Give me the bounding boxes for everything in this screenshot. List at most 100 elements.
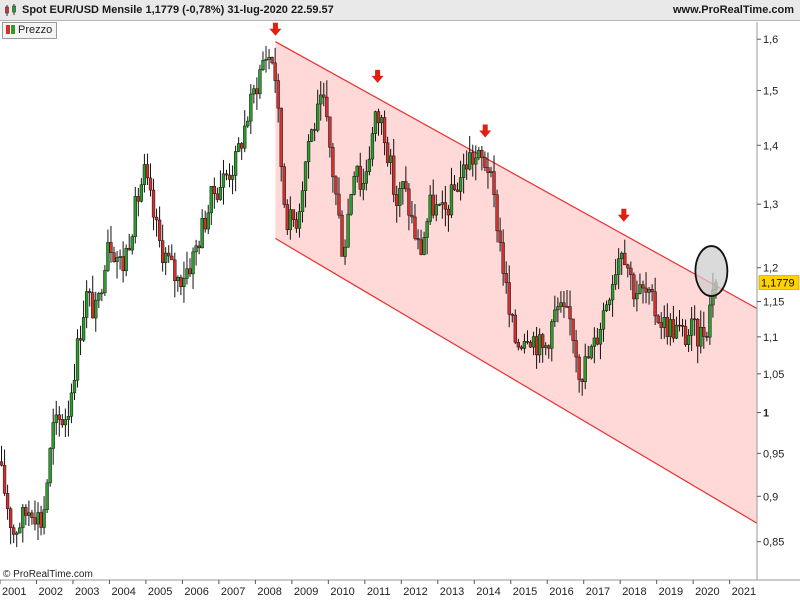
candle-body — [461, 164, 466, 178]
candle-body — [522, 341, 527, 349]
candle-body — [367, 158, 372, 172]
candle-body — [623, 252, 627, 266]
candle-body — [154, 216, 159, 221]
series-legend[interactable]: Prezzo — [2, 22, 58, 39]
candle-body — [127, 247, 131, 251]
candle-body — [148, 177, 153, 191]
candle-body — [276, 80, 280, 109]
candle-body — [440, 202, 444, 205]
legend-label: Prezzo — [18, 24, 53, 36]
candle-body — [54, 414, 58, 423]
candle-body — [589, 346, 593, 359]
candle-body — [346, 213, 350, 248]
candle-body — [109, 242, 113, 254]
x-tick-label: 2003 — [75, 586, 99, 598]
candle-body — [334, 176, 338, 195]
candle-body — [340, 214, 344, 257]
candle-body — [677, 324, 682, 327]
x-tick-label: 2002 — [38, 586, 62, 598]
candle-body — [209, 185, 213, 214]
candle-body — [471, 152, 475, 165]
x-tick-label: 2009 — [294, 586, 318, 598]
candle-body — [191, 251, 195, 275]
candle-body — [24, 507, 28, 516]
candle-body — [449, 184, 454, 216]
candle-body — [431, 194, 435, 216]
candle-body — [617, 258, 621, 275]
candle-body — [501, 242, 505, 274]
candle-body — [18, 527, 22, 534]
x-tick-label: 2001 — [2, 586, 26, 598]
candle-body — [662, 317, 666, 328]
x-tick-label: 2006 — [184, 586, 208, 598]
candle-body — [270, 56, 274, 64]
candle-body — [103, 270, 107, 294]
candle-body — [57, 414, 61, 420]
y-tick-label: 1,3 — [763, 199, 778, 211]
candle-body — [705, 336, 709, 338]
candle-body — [0, 461, 4, 466]
candle-body — [650, 289, 654, 293]
candle-body — [702, 327, 706, 337]
candle-body — [492, 171, 496, 195]
candle-body — [69, 392, 74, 417]
x-tick-label: 2020 — [695, 586, 719, 598]
candle-body — [610, 284, 615, 301]
candle-body — [358, 165, 362, 190]
candle-body — [559, 302, 563, 307]
candle-body — [498, 230, 502, 243]
candle-body — [443, 202, 448, 210]
y-tick-label: 0,85 — [763, 537, 784, 549]
candle-body — [72, 379, 77, 394]
candle-body — [556, 306, 560, 311]
x-tick-label: 2011 — [367, 586, 391, 598]
candle-body — [547, 345, 551, 349]
candle-body — [422, 237, 426, 255]
candle-body — [63, 419, 68, 426]
candle-body — [8, 508, 13, 528]
y-tick-label: 0,9 — [763, 491, 778, 503]
x-tick-label: 2004 — [111, 586, 135, 598]
candle-body — [699, 327, 703, 347]
candle-body — [36, 512, 40, 525]
candle-body — [668, 319, 673, 337]
candle-body — [212, 185, 216, 195]
candle-body — [434, 204, 438, 216]
candle-body — [389, 155, 393, 163]
copyright: © ProRealTime.com — [3, 569, 93, 580]
candle-body — [696, 319, 700, 347]
candle-body — [328, 116, 332, 148]
candle-body — [294, 219, 299, 229]
candle-body — [370, 133, 375, 160]
candle-body — [215, 193, 220, 200]
candle-body — [112, 252, 116, 262]
candle-body — [185, 268, 189, 279]
candle-body — [483, 157, 487, 168]
candle-body — [595, 337, 600, 345]
candle-body — [130, 236, 134, 251]
candle-body — [635, 293, 639, 300]
candle-body — [626, 264, 630, 269]
y-tick-label: 1,1 — [763, 332, 778, 344]
candle-body — [306, 141, 311, 163]
candle-body — [486, 167, 490, 173]
candle-body — [285, 204, 289, 231]
candle-body — [425, 221, 429, 238]
candle-body — [674, 324, 679, 339]
candle-body — [343, 246, 347, 257]
candle-body — [401, 181, 405, 189]
candle-body — [240, 143, 244, 149]
x-tick-label: 2005 — [148, 586, 172, 598]
candle-body — [12, 527, 16, 535]
candle-body — [437, 204, 441, 206]
candle-body — [151, 189, 156, 218]
candle-body — [5, 493, 10, 510]
candle-body — [179, 276, 183, 287]
candle-body — [39, 512, 43, 528]
last-price-label: 1,1779 — [761, 278, 795, 290]
candle-body — [297, 211, 302, 229]
candle-body — [124, 247, 128, 272]
time-axis-bg — [0, 580, 800, 600]
candle-body — [452, 184, 457, 191]
candle-body — [680, 324, 685, 327]
